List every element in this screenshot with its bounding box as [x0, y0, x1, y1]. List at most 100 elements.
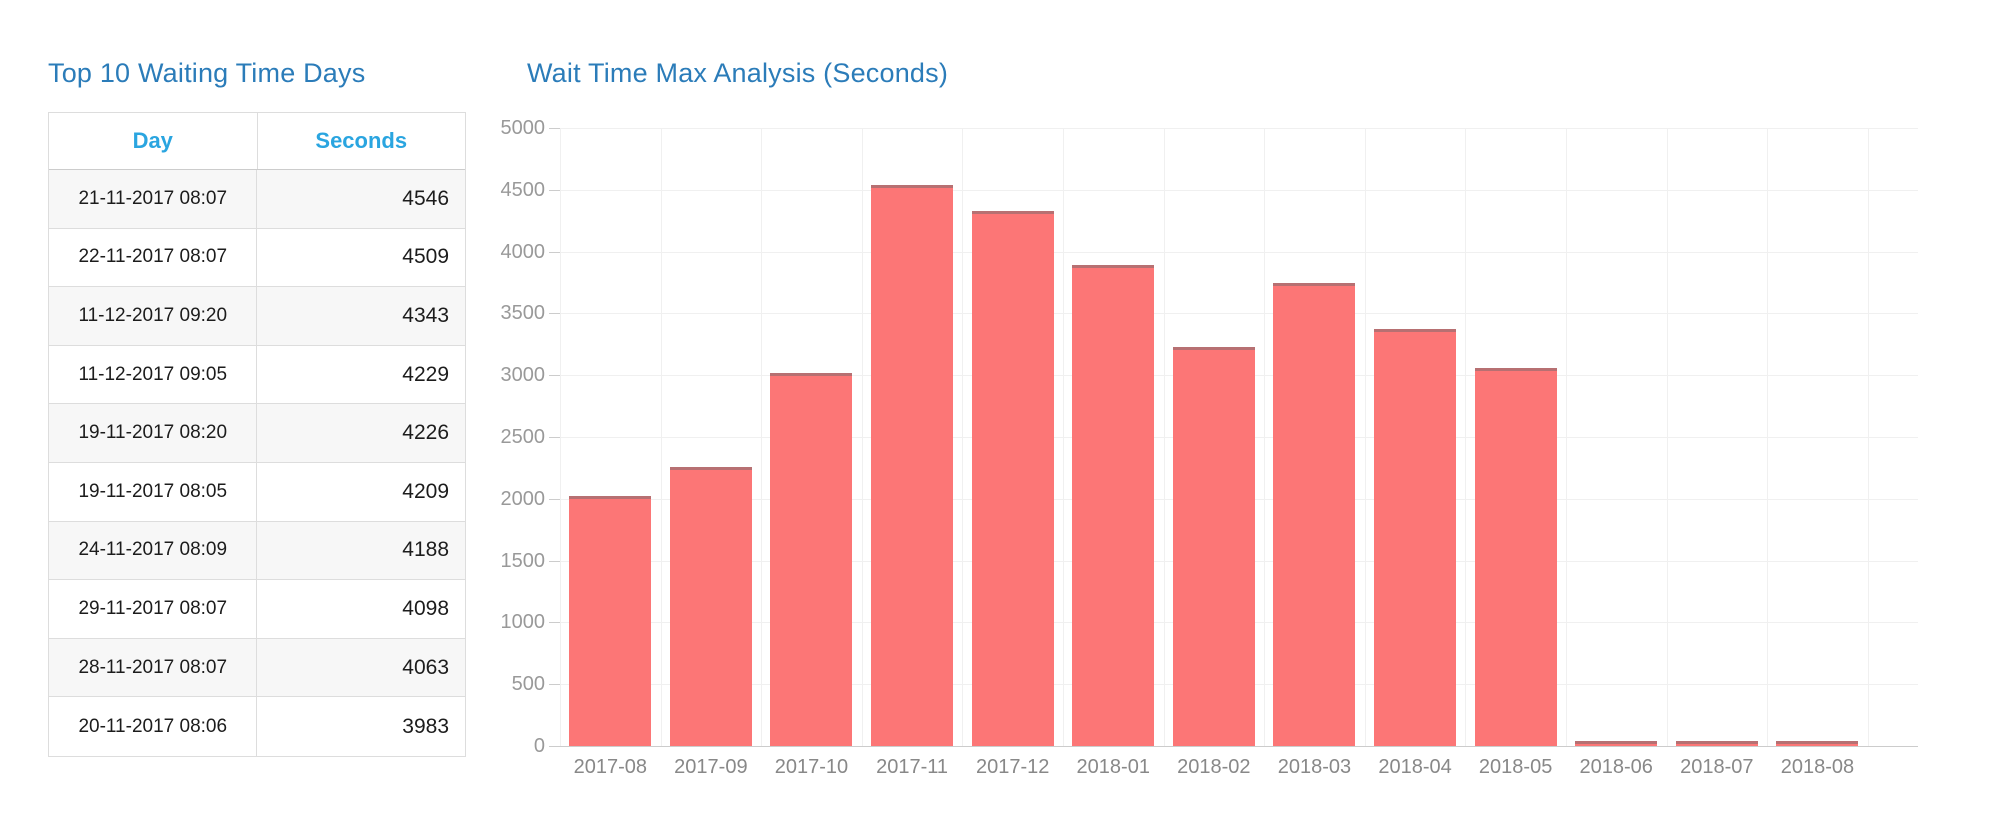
day-cell: 11-12-2017 09:05 [49, 345, 258, 404]
y-axis-tick [549, 560, 560, 562]
y-tick-label: 3500 [500, 302, 546, 325]
grid-line-vertical [1565, 128, 1567, 746]
chart-title: Wait Time Max Analysis (Seconds) [527, 58, 949, 88]
y-axis-tick [549, 746, 560, 747]
x-tick-label: 2017-12 [975, 756, 1050, 778]
y-axis-tick [549, 313, 560, 315]
grid-line-vertical [962, 128, 964, 746]
grid-line-vertical [560, 128, 561, 746]
grid-line-horizontal [560, 189, 1918, 191]
y-tick-label: 3000 [500, 364, 546, 387]
grid-line-vertical [660, 128, 662, 746]
day-cell: 20-11-2017 08:06 [49, 697, 258, 756]
day-cell: 21-11-2017 08:07 [49, 170, 258, 228]
y-axis-tick [549, 189, 560, 191]
bar-2017-09[interactable] [669, 466, 752, 746]
day-cell: 19-11-2017 08:05 [49, 462, 258, 521]
grid-line-vertical [1264, 128, 1266, 746]
grid-line-vertical [1867, 128, 1869, 746]
table-header-row: Day Seconds [49, 113, 465, 170]
bar-2017-10[interactable] [770, 372, 853, 746]
x-tick-label: 2017-10 [774, 756, 849, 778]
day-cell: 19-11-2017 08:20 [49, 404, 258, 462]
bar-2018-04[interactable] [1374, 329, 1457, 746]
column-header-day: Day [49, 113, 258, 169]
grid-line-vertical [1666, 128, 1668, 746]
table-row: 24-11-2017 08:09 4188 [49, 521, 465, 581]
table-row: 11-12-2017 09:05 4229 [49, 345, 465, 405]
bar-2018-01[interactable] [1072, 265, 1155, 746]
day-cell: 11-12-2017 09:20 [49, 287, 258, 345]
bar-2018-06[interactable] [1575, 741, 1658, 746]
y-tick-label: 5000 [500, 117, 546, 139]
y-tick-label: 4000 [500, 240, 546, 263]
x-tick-label: 2017-09 [674, 756, 748, 778]
x-tick-label: 2018-05 [1478, 756, 1553, 778]
y-tick-label: 1500 [500, 549, 546, 572]
x-tick-label: 2017-11 [876, 756, 949, 778]
seconds-cell: 4343 [402, 303, 449, 327]
table-row: 11-12-2017 09:20 4343 [49, 287, 465, 346]
table-body: 21-11-2017 08:07 4546 22-11-2017 08:07 4509… [49, 170, 465, 756]
grid-line-vertical [861, 128, 863, 746]
grid-line-vertical [1062, 128, 1064, 746]
seconds-cell: 4546 [402, 186, 449, 210]
table-row: 29-11-2017 08:07 4098 [49, 580, 465, 639]
bar-2018-05[interactable] [1474, 367, 1557, 746]
grid-line-vertical [1364, 128, 1366, 746]
column-header-seconds: Seconds [315, 128, 408, 153]
y-axis-tick [549, 128, 560, 129]
day-cell: 28-11-2017 08:07 [49, 638, 258, 697]
grid-line-vertical [1465, 128, 1467, 746]
x-tick-label: 2018-02 [1177, 756, 1251, 778]
seconds-cell: 4209 [402, 479, 449, 503]
table-title: Top 10 Waiting Time Days [48, 58, 366, 88]
x-tick-label: 2018-03 [1277, 756, 1352, 778]
seconds-cell: 4188 [402, 538, 449, 562]
table-row: 19-11-2017 08:20 4226 [49, 404, 465, 463]
table-row: 22-11-2017 08:07 4509 [49, 228, 465, 288]
x-tick-label: 2018-04 [1378, 756, 1452, 778]
y-tick-label: 500 [511, 673, 545, 696]
x-tick-label: 2018-08 [1780, 756, 1855, 778]
bar-2017-11[interactable] [871, 184, 954, 746]
bar-2018-07[interactable] [1675, 741, 1758, 746]
seconds-cell: 4226 [402, 421, 449, 445]
y-tick-label: 2000 [500, 487, 546, 510]
y-tick-label: 0 [533, 735, 545, 757]
y-tick-label: 1000 [500, 611, 546, 634]
y-tick-label: 2500 [500, 426, 546, 448]
bar-chart-plot-area [560, 128, 1918, 747]
y-axis-tick [549, 684, 560, 686]
grid-line-vertical [1767, 128, 1769, 746]
x-tick-label: 2017-08 [573, 756, 647, 778]
table-row: 19-11-2017 08:05 4209 [49, 462, 465, 522]
x-axis-line [560, 746, 1918, 747]
seconds-cell: 4063 [402, 655, 449, 679]
grid-line-horizontal [560, 313, 1918, 315]
waiting-time-table: Day Seconds 21-11-2017 08:07 4546 22-11-20… [48, 112, 466, 757]
x-tick-label: 2018-01 [1076, 756, 1150, 778]
bar-2018-02[interactable] [1172, 346, 1255, 746]
day-cell: 22-11-2017 08:07 [49, 228, 258, 287]
bar-2018-03[interactable] [1273, 282, 1356, 746]
bar-2017-08[interactable] [569, 496, 652, 746]
seconds-cell: 3983 [402, 714, 449, 738]
seconds-cell: 4509 [402, 245, 449, 269]
bar-2018-08[interactable] [1776, 741, 1859, 746]
table-row: 28-11-2017 08:07 4063 [49, 638, 465, 698]
y-axis-tick [549, 375, 560, 377]
table-row: 20-11-2017 08:06 3983 [49, 697, 465, 756]
seconds-cell: 4229 [402, 362, 449, 386]
bar-2017-12[interactable] [971, 210, 1054, 746]
y-axis-tick [549, 437, 560, 438]
x-tick-label: 2018-06 [1579, 756, 1653, 778]
grid-line-vertical [1163, 128, 1165, 746]
grid-line-vertical [761, 128, 763, 746]
day-cell: 29-11-2017 08:07 [49, 580, 258, 638]
seconds-cell: 4098 [402, 596, 449, 620]
y-axis-tick [549, 498, 560, 500]
day-cell: 24-11-2017 08:09 [49, 521, 258, 580]
y-axis-tick [549, 251, 560, 253]
